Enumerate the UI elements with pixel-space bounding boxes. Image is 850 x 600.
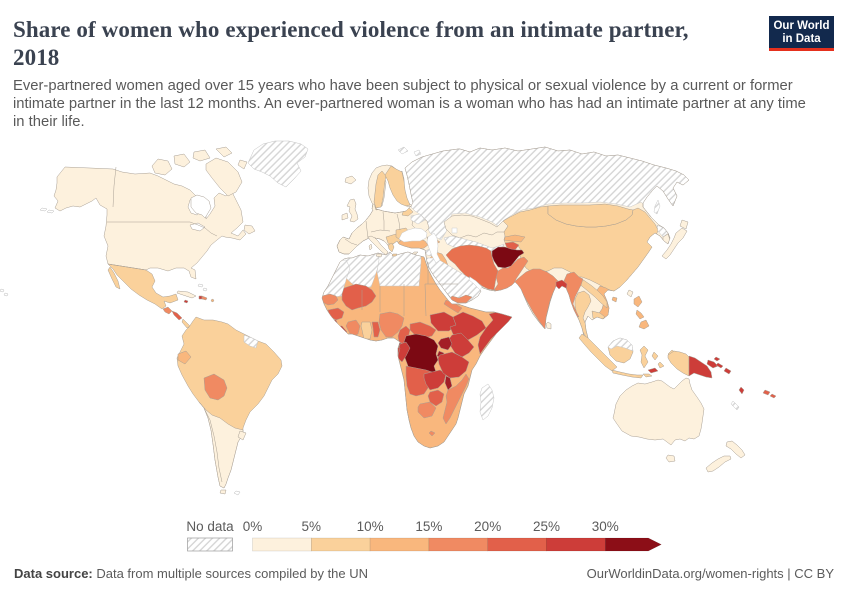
svg-text:15%: 15% [415, 519, 442, 534]
svg-text:No data: No data [186, 519, 234, 534]
svg-text:10%: 10% [357, 519, 384, 534]
svg-text:30%: 30% [592, 519, 619, 534]
svg-text:20%: 20% [474, 519, 501, 534]
svg-text:0%: 0% [243, 519, 263, 534]
svg-text:5%: 5% [302, 519, 322, 534]
svg-text:25%: 25% [533, 519, 560, 534]
